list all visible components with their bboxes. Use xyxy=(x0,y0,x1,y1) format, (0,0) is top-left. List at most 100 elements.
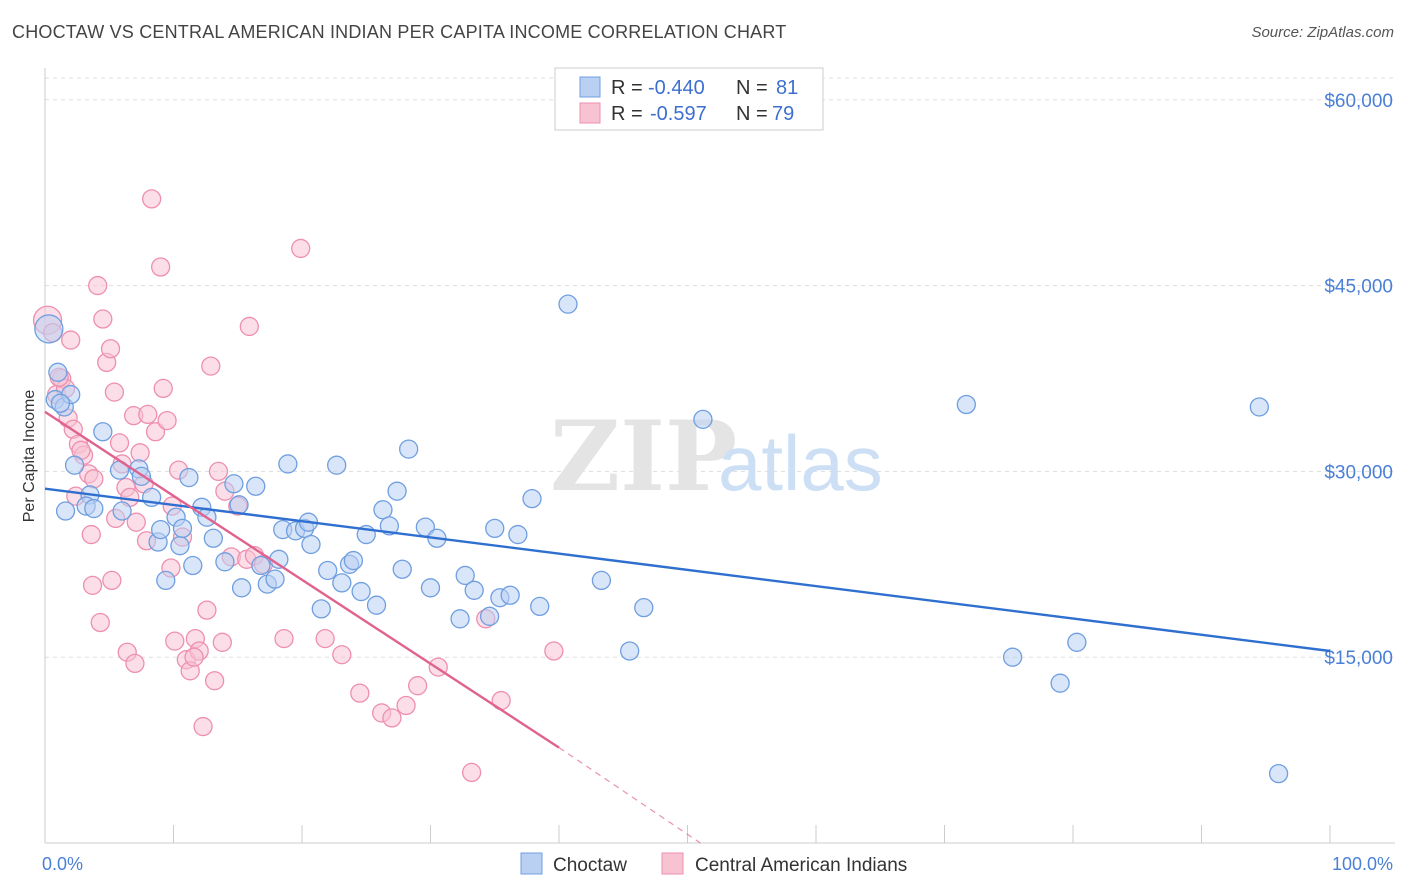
cai-point xyxy=(212,632,232,652)
choctaw-point xyxy=(387,481,407,501)
choctaw-point xyxy=(318,560,338,581)
legend-r-label-1: R = xyxy=(611,103,643,125)
choctaw-point xyxy=(179,467,199,488)
choctaw-point xyxy=(1268,763,1289,784)
bottom-legend-swatch-choctaw xyxy=(520,852,543,875)
choctaw-point xyxy=(956,394,976,415)
choctaw-point xyxy=(634,597,654,618)
choctaw-point xyxy=(203,528,223,548)
choctaw-point xyxy=(373,500,393,520)
bottom-legend: Choctaw Central American Indians xyxy=(520,852,907,876)
cai-point xyxy=(184,647,204,667)
cai-point xyxy=(82,575,103,595)
choctaw-point xyxy=(265,569,285,589)
cai-point xyxy=(150,257,171,277)
cai-point xyxy=(138,404,158,425)
choctaw-point xyxy=(112,501,132,521)
cai-point xyxy=(153,378,173,399)
choctaw-point xyxy=(55,501,76,521)
choctaw-point xyxy=(500,585,520,605)
cai-point xyxy=(239,316,259,337)
legend-n-label-0: N = xyxy=(736,77,768,99)
choctaw-point xyxy=(246,476,266,496)
choctaw-point xyxy=(558,294,578,314)
choctaw-point xyxy=(278,454,298,474)
choctaw-point xyxy=(392,559,412,579)
legend-r-value-0: -0.440 xyxy=(648,77,705,99)
cai-point xyxy=(125,653,145,674)
choctaw-point xyxy=(693,409,713,430)
choctaw-point xyxy=(150,519,171,540)
grid-lines xyxy=(45,77,1395,658)
cai-point xyxy=(396,695,416,716)
choctaw-point xyxy=(311,599,331,619)
cai-point xyxy=(84,469,104,489)
cai-point xyxy=(81,524,101,545)
choctaw-point xyxy=(1067,632,1087,652)
x-tick-label-min: 0.0% xyxy=(42,854,83,874)
choctaw-point xyxy=(172,518,193,539)
choctaw-point xyxy=(48,362,68,382)
cai-point xyxy=(61,330,81,350)
y-axis-label: Per Capita Income xyxy=(21,390,38,523)
cai-point xyxy=(544,641,564,661)
cai-point xyxy=(407,676,428,696)
legend: R = -0.440 N = 81 R = -0.597 N = 79 xyxy=(554,67,824,131)
choctaw-point xyxy=(34,314,64,344)
watermark-atlas: atlas xyxy=(718,419,883,507)
cai-point xyxy=(142,189,162,209)
choctaw-point xyxy=(1249,397,1269,417)
choctaw-point xyxy=(522,488,542,509)
choctaw-point xyxy=(1050,673,1070,693)
choctaw-point xyxy=(485,518,505,539)
cai-point xyxy=(102,570,122,591)
cai-point xyxy=(197,600,217,620)
y-tick-label: $60,000 xyxy=(1324,91,1393,112)
cai-point xyxy=(109,433,130,453)
choctaw-point xyxy=(455,565,475,586)
choctaw-point xyxy=(591,570,612,591)
legend-r-value-1: -0.597 xyxy=(650,103,707,125)
trend-lines xyxy=(44,410,1331,844)
cai-point xyxy=(157,410,177,431)
bottom-legend-cai: Central American Indians xyxy=(695,855,907,876)
cai-point xyxy=(201,356,221,376)
cai-point xyxy=(104,382,125,402)
choctaw-trend-line xyxy=(44,487,1331,653)
choctaw-point xyxy=(1002,647,1023,667)
cai-point xyxy=(130,443,150,463)
choctaw-point xyxy=(64,455,85,475)
choctaw-points xyxy=(34,294,1289,784)
choctaw-point xyxy=(399,439,419,459)
legend-r-label-0: R = xyxy=(611,77,643,99)
cai-point xyxy=(90,612,110,633)
choctaw-point xyxy=(479,606,500,626)
legend-n-value-0: 81 xyxy=(776,77,798,99)
legend-n-label-1: N = xyxy=(736,103,768,125)
chart-title: CHOCTAW VS CENTRAL AMERICAN INDIAN PER C… xyxy=(12,22,787,42)
cai-point xyxy=(332,645,352,665)
choctaw-point xyxy=(231,578,252,598)
choctaw-point xyxy=(301,534,321,555)
y-tick-label: $30,000 xyxy=(1324,462,1393,483)
source-label: Source: ZipAtlas.com xyxy=(1251,24,1394,41)
x-tick-label-max: 100.0% xyxy=(1332,854,1393,874)
choctaw-point xyxy=(183,555,203,576)
cai-point xyxy=(145,422,166,442)
choctaw-point xyxy=(620,641,640,661)
choctaw-point xyxy=(332,573,352,593)
legend-n-value-1: 79 xyxy=(772,103,794,125)
legend-swatch-cai xyxy=(579,102,601,124)
cai-points xyxy=(32,189,564,783)
choctaw-point xyxy=(420,578,441,598)
choctaw-point xyxy=(251,555,271,576)
cai-point xyxy=(165,631,185,651)
cai-point xyxy=(382,708,402,728)
bottom-legend-choctaw: Choctaw xyxy=(553,855,627,876)
cai-point xyxy=(208,461,229,482)
choctaw-point xyxy=(170,536,190,556)
cai-point xyxy=(204,671,225,691)
choctaw-point xyxy=(229,495,249,515)
cai-point xyxy=(88,275,108,296)
